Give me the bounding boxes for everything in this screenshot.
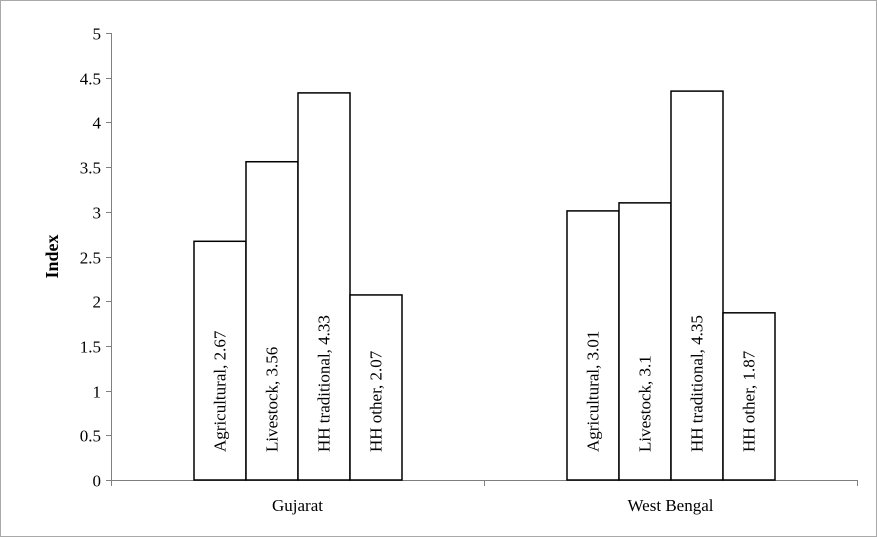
bar [297, 92, 351, 481]
bar-data-label: Livestock, 3.1 [636, 355, 655, 452]
y-axis-title: Index [42, 234, 62, 278]
bar-data-label: HH traditional, 4.33 [315, 315, 334, 452]
x-axis: Gujarat West Bengal [111, 480, 858, 515]
bar-data-label: Livestock, 3.56 [263, 347, 282, 452]
y-tick-label: 4 [93, 114, 102, 133]
y-tick-label: 1 [93, 383, 102, 402]
bar [670, 90, 724, 481]
y-tick-label: 0 [93, 472, 102, 491]
bar [193, 240, 247, 481]
bar [566, 210, 620, 481]
y-tick-label: 0.5 [80, 427, 101, 446]
y-tick-label: 1.5 [80, 338, 101, 357]
bar-data-label: HH other, 2.07 [367, 350, 386, 452]
bar-data-label: Agricultural, 2.67 [211, 330, 230, 452]
bar [618, 202, 672, 481]
y-tick-label: 2.5 [80, 249, 101, 268]
y-axis: 0 0.5 1 1.5 2 2.5 3 3.5 4 4.5 5 [80, 25, 112, 491]
y-tick-label: 3 [93, 204, 102, 223]
bar-data-label: Agricultural, 3.01 [584, 331, 603, 452]
bar-data-label: HH other, 1.87 [740, 350, 759, 452]
bar-data-label: HH traditional, 4.35 [688, 315, 707, 452]
y-tick-label: 2 [93, 293, 102, 312]
bar [245, 160, 299, 481]
bar [722, 312, 776, 481]
y-tick-label: 4.5 [80, 70, 101, 89]
x-category-label: Gujarat [272, 496, 323, 515]
bar [349, 294, 403, 481]
data-labels: Agricultural, 2.67 Livestock, 3.56 HH trad… [211, 315, 759, 452]
y-tick-label: 5 [93, 25, 102, 44]
x-category-label: West Bengal [628, 496, 714, 515]
y-tick-label: 3.5 [80, 159, 101, 178]
bars [193, 90, 776, 481]
